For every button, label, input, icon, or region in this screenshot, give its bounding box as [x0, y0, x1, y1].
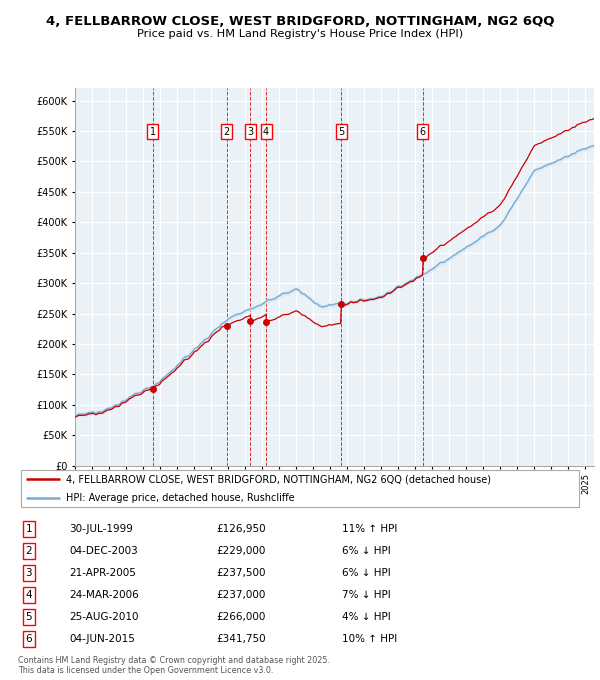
- Text: £266,000: £266,000: [216, 612, 265, 622]
- Text: £237,000: £237,000: [216, 590, 265, 600]
- Text: 04-DEC-2003: 04-DEC-2003: [69, 546, 138, 556]
- Text: 4, FELLBARROW CLOSE, WEST BRIDGFORD, NOTTINGHAM, NG2 6QQ (detached house): 4, FELLBARROW CLOSE, WEST BRIDGFORD, NOT…: [66, 475, 491, 484]
- Text: 6: 6: [419, 126, 426, 137]
- Text: 4: 4: [25, 590, 32, 600]
- Text: 5: 5: [338, 126, 344, 137]
- Text: £237,500: £237,500: [216, 568, 265, 578]
- Text: Contains HM Land Registry data © Crown copyright and database right 2025.
This d: Contains HM Land Registry data © Crown c…: [18, 656, 330, 675]
- Text: 04-JUN-2015: 04-JUN-2015: [69, 634, 135, 644]
- Text: £229,000: £229,000: [216, 546, 265, 556]
- Text: HPI: Average price, detached house, Rushcliffe: HPI: Average price, detached house, Rush…: [66, 494, 295, 503]
- Text: 1: 1: [25, 524, 32, 534]
- Text: 11% ↑ HPI: 11% ↑ HPI: [342, 524, 397, 534]
- Text: 4, FELLBARROW CLOSE, WEST BRIDGFORD, NOTTINGHAM, NG2 6QQ: 4, FELLBARROW CLOSE, WEST BRIDGFORD, NOT…: [46, 15, 554, 28]
- Text: 3: 3: [25, 568, 32, 578]
- FancyBboxPatch shape: [21, 471, 579, 507]
- Text: 6: 6: [25, 634, 32, 644]
- Text: 1: 1: [150, 126, 156, 137]
- Text: 24-MAR-2006: 24-MAR-2006: [69, 590, 139, 600]
- Text: 30-JUL-1999: 30-JUL-1999: [69, 524, 133, 534]
- Text: £126,950: £126,950: [216, 524, 266, 534]
- Text: 2: 2: [224, 126, 230, 137]
- Text: 25-AUG-2010: 25-AUG-2010: [69, 612, 139, 622]
- Text: 4: 4: [263, 126, 269, 137]
- Text: 4% ↓ HPI: 4% ↓ HPI: [342, 612, 391, 622]
- Text: 5: 5: [25, 612, 32, 622]
- Text: 6% ↓ HPI: 6% ↓ HPI: [342, 568, 391, 578]
- Text: 3: 3: [247, 126, 254, 137]
- Text: Price paid vs. HM Land Registry's House Price Index (HPI): Price paid vs. HM Land Registry's House …: [137, 29, 463, 39]
- Text: £341,750: £341,750: [216, 634, 266, 644]
- Text: 7% ↓ HPI: 7% ↓ HPI: [342, 590, 391, 600]
- Text: 10% ↑ HPI: 10% ↑ HPI: [342, 634, 397, 644]
- Text: 2: 2: [25, 546, 32, 556]
- Text: 6% ↓ HPI: 6% ↓ HPI: [342, 546, 391, 556]
- Text: 21-APR-2005: 21-APR-2005: [69, 568, 136, 578]
